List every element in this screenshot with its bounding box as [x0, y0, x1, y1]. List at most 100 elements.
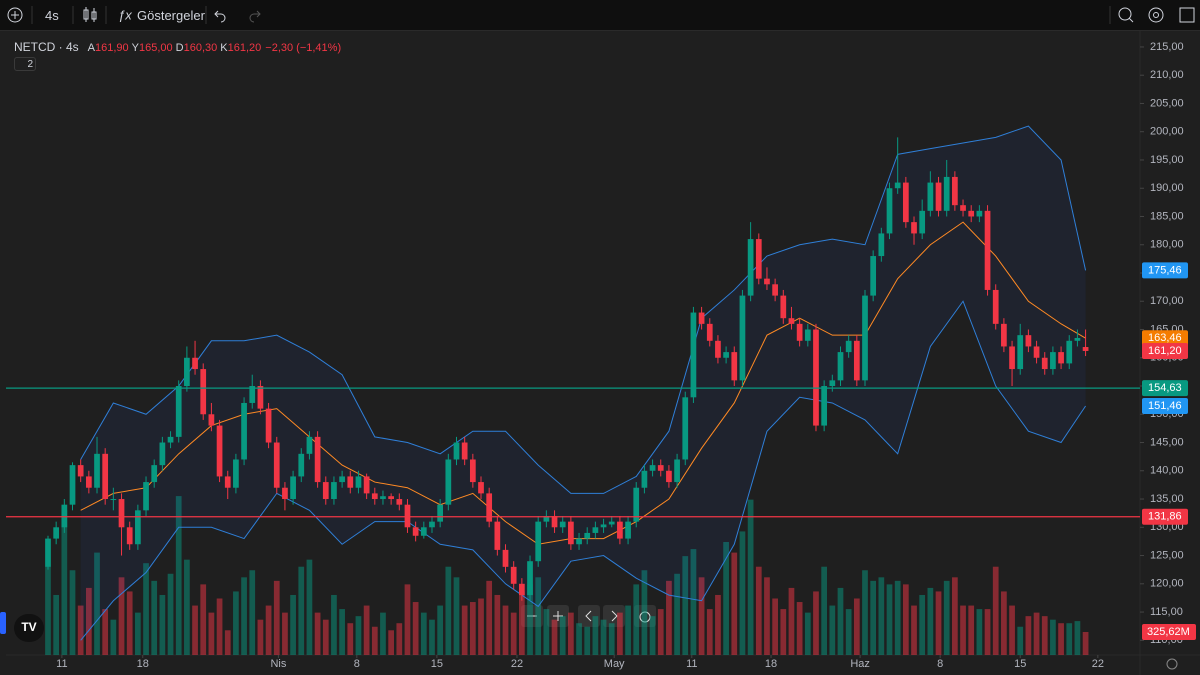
indicator-toggle[interactable]: 2 — [14, 57, 36, 71]
toolbar-icons: ƒx — [7, 6, 1195, 24]
volume-bar — [641, 570, 648, 655]
candle-body — [886, 188, 893, 234]
candle-body — [126, 527, 133, 545]
volume-bar — [976, 609, 983, 655]
chart-type-icon[interactable] — [83, 7, 97, 22]
candle-body — [862, 295, 868, 381]
candle-body — [731, 352, 738, 381]
volume-label-bg — [1142, 624, 1196, 641]
volume-bar — [306, 559, 313, 655]
volume-bar — [518, 591, 525, 655]
volume-bar — [543, 609, 550, 655]
legend-value: 161,20 — [227, 42, 262, 54]
volume-bar — [208, 612, 215, 655]
volume-bar — [388, 630, 394, 655]
y-tick-label: 135,00 — [1150, 493, 1184, 505]
volume-bar — [943, 580, 950, 655]
volume-bar — [960, 605, 966, 655]
candle-body — [1050, 352, 1056, 370]
candle-body — [984, 210, 991, 290]
search-icon[interactable] — [1118, 7, 1132, 21]
candle-body — [257, 386, 264, 409]
volume-bar — [412, 602, 419, 655]
y-tick-label: 215,00 — [1150, 41, 1184, 53]
candle-body — [870, 256, 877, 296]
candle-body — [927, 182, 934, 211]
volume-bar — [45, 566, 51, 655]
candle-body — [674, 459, 680, 483]
add-symbol-icon[interactable] — [7, 7, 23, 23]
candle-body — [592, 527, 599, 533]
candle-body — [1025, 335, 1032, 347]
volume-bar — [167, 573, 174, 655]
volume-bar — [551, 619, 558, 655]
volume-bar — [77, 605, 84, 655]
legend-change: −2,30 (−1,41%) — [265, 42, 342, 54]
redo-icon[interactable] — [249, 10, 261, 23]
fx-icon[interactable]: ƒx — [118, 7, 132, 22]
volume-bar — [290, 594, 296, 655]
candle-body — [919, 210, 926, 234]
x-tick-label: 18 — [765, 658, 777, 670]
candle-body — [298, 453, 305, 477]
logo[interactable]: TV — [14, 614, 44, 642]
candle-body — [371, 493, 378, 500]
candle-body — [690, 312, 697, 398]
candle-body — [968, 210, 975, 217]
volume-bar — [821, 566, 828, 655]
legend-key: K — [220, 42, 228, 54]
candle-body — [151, 465, 158, 483]
axis-settings[interactable] — [1166, 658, 1178, 670]
volume-bar — [143, 563, 149, 655]
volume-bar — [1041, 616, 1048, 655]
candle-body — [265, 408, 272, 443]
volume-bar — [747, 499, 754, 655]
candle-body — [355, 476, 362, 488]
volume-bar — [420, 612, 427, 655]
candle-body — [878, 233, 885, 257]
candle-body — [420, 527, 427, 536]
candle-body — [568, 521, 574, 545]
candle-body — [331, 482, 337, 500]
candle-body — [143, 482, 149, 511]
legend-value: 160,30 — [183, 42, 218, 54]
volume-bar — [1009, 605, 1015, 655]
interval[interactable]: 4s — [45, 8, 59, 23]
indicators-button[interactable]: Göstergeler — [137, 8, 205, 23]
volume-bar — [1066, 623, 1073, 655]
volume-bar — [1001, 591, 1007, 655]
candle-body — [976, 210, 983, 217]
candle-body — [461, 442, 468, 460]
y-tick-label: 210,00 — [1150, 69, 1184, 81]
candle-body — [780, 295, 787, 319]
y-tick-label: 205,00 — [1150, 97, 1184, 109]
volume-bar — [404, 584, 411, 655]
volume-bar — [322, 619, 329, 655]
undo-icon[interactable] — [214, 10, 226, 23]
y-tick-label: 200,00 — [1150, 126, 1184, 138]
candle-body — [478, 482, 484, 494]
price-label: 163,46 — [1148, 332, 1182, 344]
volume-bar — [94, 552, 100, 655]
volume-bar — [870, 580, 877, 655]
volume-bar — [796, 602, 803, 655]
candle-body — [543, 515, 550, 522]
volume-bar — [829, 605, 836, 655]
price-label: 175,46 — [1148, 264, 1182, 276]
candle-body — [772, 284, 778, 296]
volume-bar — [1058, 623, 1064, 655]
fullscreen-icon[interactable] — [1179, 7, 1195, 23]
x-tick-label: 22 — [1092, 658, 1104, 670]
candle-body — [445, 459, 452, 505]
candle-body — [306, 436, 313, 454]
candle-body — [102, 453, 109, 500]
candle-body — [1082, 347, 1089, 351]
toolbar: ƒx 4s Göstergeler — [0, 0, 1200, 31]
x-tick-label: Nis — [270, 658, 286, 670]
candle-body — [608, 521, 615, 525]
x-tick-label: 22 — [511, 658, 523, 670]
candle-body — [723, 352, 729, 358]
candle-body — [641, 470, 648, 488]
settings-icon[interactable] — [1148, 7, 1164, 23]
candle-body — [666, 470, 672, 483]
